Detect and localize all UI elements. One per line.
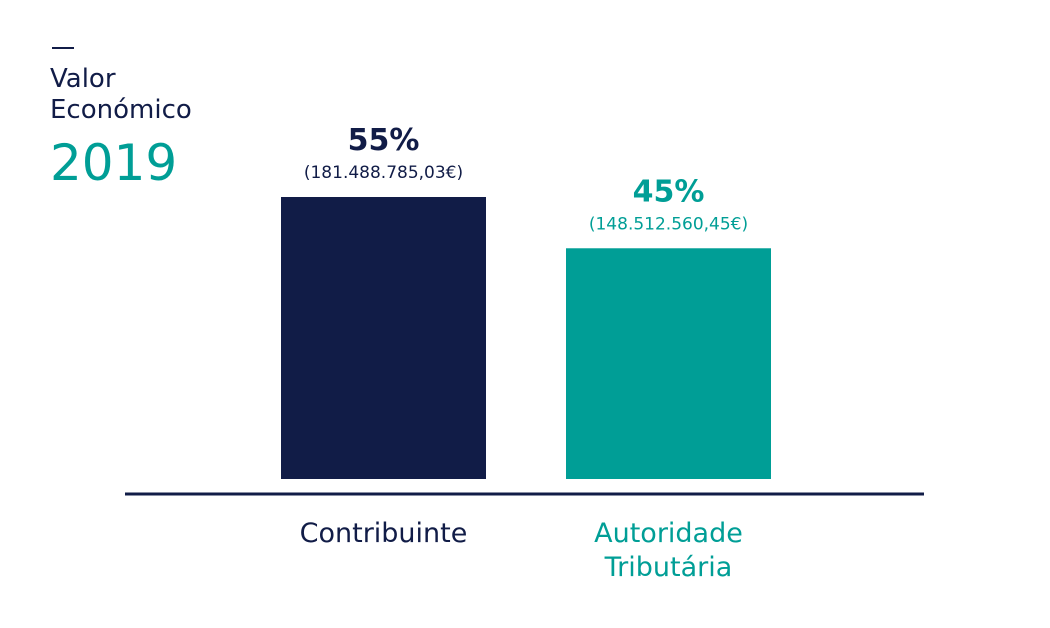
amount-label-1: (181.488.785,03€) (304, 163, 463, 183)
bar-1 (281, 197, 486, 479)
year-label: 2019 (50, 134, 178, 192)
title-dash (52, 47, 74, 49)
bar-2 (566, 248, 771, 479)
amount-label-2: (148.512.560,45€) (589, 214, 748, 234)
title-line-2: Económico (50, 95, 192, 125)
title-line-1: Valor (50, 64, 116, 94)
category-label-2-line-1: Autoridade (594, 518, 743, 549)
percent-label-1: 55% (348, 123, 420, 158)
percent-label-2: 45% (633, 174, 705, 209)
category-label-1-line-1: Contribuinte (300, 518, 468, 549)
category-label-2-line-2: Tributária (604, 552, 733, 583)
